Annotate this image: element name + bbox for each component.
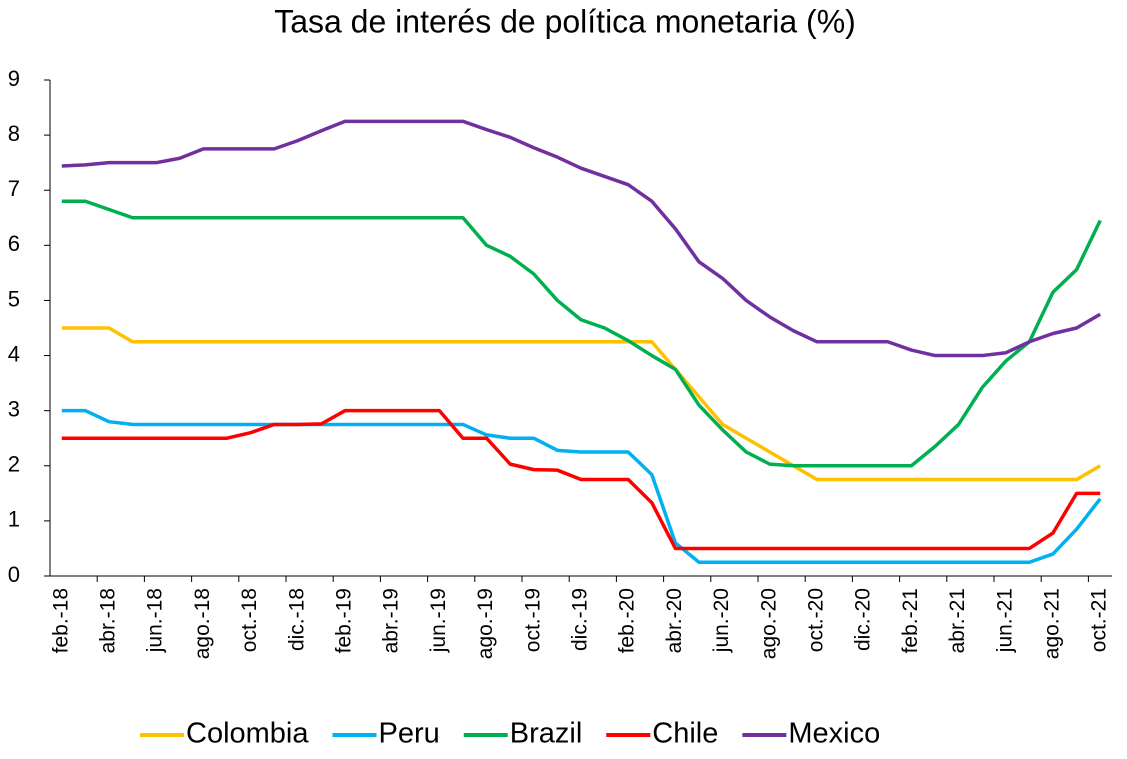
y-tick-label: 3 <box>8 396 20 421</box>
y-tick-label: 4 <box>8 341 20 366</box>
x-tick-label: abr.-19 <box>380 588 403 653</box>
x-tick-label: jun.-19 <box>427 588 450 653</box>
x-tick-label: abr.-20 <box>663 588 686 653</box>
legend-label: Colombia <box>186 718 309 750</box>
series-line <box>61 199 1102 468</box>
legend-label: Peru <box>379 718 440 750</box>
x-tick-label: oct.-21 <box>1088 588 1111 652</box>
chart-title: Tasa de interés de política monetaria (%… <box>274 3 856 39</box>
x-tick-label: dic.-18 <box>285 588 308 651</box>
x-tick-label: oct.-20 <box>805 588 828 652</box>
x-tick-label: feb.-20 <box>616 588 639 653</box>
legend-label: Brazil <box>510 718 583 750</box>
series-line <box>61 408 1102 564</box>
x-tick-label: abr.-21 <box>946 588 969 653</box>
y-tick-label: 6 <box>8 231 20 256</box>
x-tick-label: jun.-18 <box>144 588 167 653</box>
x-tick-label: feb.-18 <box>49 588 72 653</box>
legend-label: Chile <box>652 718 718 750</box>
x-tick-label: ago.-19 <box>474 588 497 659</box>
x-tick-label: oct.-19 <box>521 588 544 652</box>
x-tick-label: feb.-19 <box>333 588 356 653</box>
x-tick-label: ago.-18 <box>191 588 214 659</box>
x-tick-label: oct.-18 <box>238 588 261 652</box>
y-tick-label: 2 <box>8 452 20 477</box>
series-line <box>61 326 1102 482</box>
series-line <box>61 408 1101 551</box>
y-tick-label: 7 <box>8 176 20 201</box>
y-tick-label: 9 <box>8 66 20 91</box>
x-tick-label: feb.-21 <box>899 588 922 653</box>
y-tick-label: 0 <box>8 562 20 587</box>
x-tick-label: jun.-21 <box>993 588 1016 653</box>
y-tick-label: 1 <box>8 507 20 532</box>
y-tick-label: 8 <box>8 121 20 146</box>
x-tick-label: ago.-21 <box>1041 588 1064 659</box>
x-tick-label: jun.-20 <box>710 588 733 653</box>
y-tick-label: 5 <box>8 286 20 311</box>
x-tick-label: dic.-19 <box>569 588 592 651</box>
x-tick-label: ago.-20 <box>757 588 780 659</box>
series-line <box>61 119 1102 358</box>
x-tick-label: dic.-20 <box>852 588 875 651</box>
legend-label: Mexico <box>788 718 880 750</box>
x-tick-label: abr.-18 <box>97 588 120 653</box>
